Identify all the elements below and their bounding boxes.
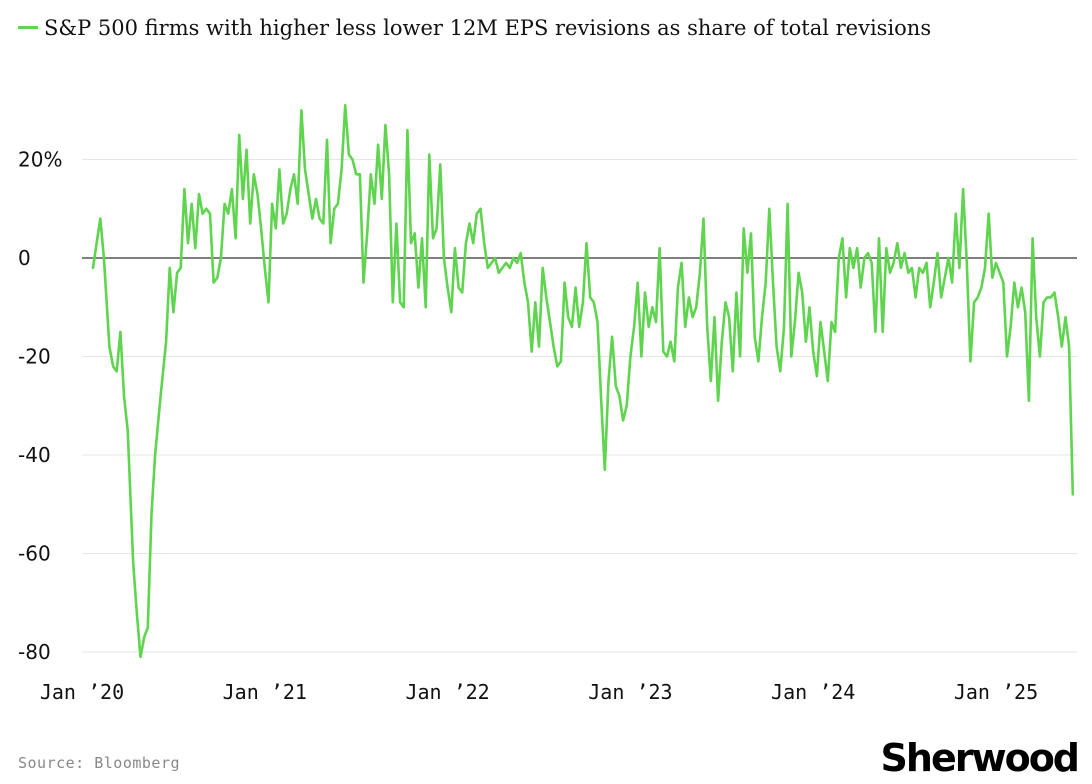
series-group xyxy=(91,104,1075,659)
y-axis: 20% 0 -20 -40 -60 -80 xyxy=(18,148,62,665)
x-tick-label: Jan ’25 xyxy=(954,680,1038,704)
x-tick-label: Jan ’21 xyxy=(223,680,307,704)
series-line xyxy=(91,104,1075,659)
x-tick-label: Jan ’20 xyxy=(40,680,124,704)
y-tick-label: -40 xyxy=(18,443,51,467)
legend-swatch xyxy=(18,26,38,29)
y-tick-label: -80 xyxy=(18,640,51,664)
source-note: Source: Bloomberg xyxy=(18,754,181,772)
x-tick-label: Jan ’23 xyxy=(588,680,672,704)
gridlines xyxy=(82,159,1077,653)
x-tick-label: Jan ’24 xyxy=(771,680,855,704)
y-tick-label: -60 xyxy=(18,542,51,566)
y-tick-label: 0 xyxy=(18,246,31,270)
brand-logo: Sherwood xyxy=(880,736,1080,780)
x-axis: Jan ’20 Jan ’21 Jan ’22 Jan ’23 Jan ’24 Jan ’… xyxy=(40,680,1038,704)
y-tick-label: -20 xyxy=(18,345,51,369)
x-tick-label: Jan ’22 xyxy=(405,680,489,704)
legend-label: S&P 500 firms with higher less lower 12M… xyxy=(44,16,932,40)
y-tick-label: 20% xyxy=(18,148,62,172)
chart-legend: S&P 500 firms with higher less lower 12M… xyxy=(18,8,1018,48)
